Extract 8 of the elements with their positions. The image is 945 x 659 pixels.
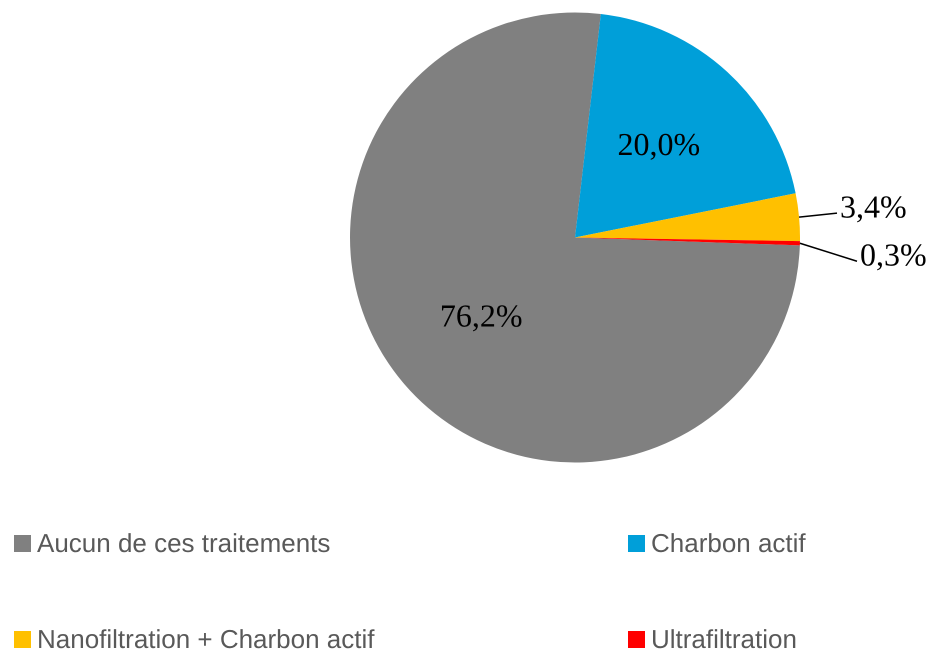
data-label: 20,0%	[617, 126, 700, 162]
legend-label: Charbon actif	[651, 528, 806, 559]
legend-label: Ultrafiltration	[651, 624, 797, 655]
legend-label: Nanofiltration + Charbon actif	[37, 624, 374, 655]
legend-label: Aucun de ces traitements	[37, 528, 330, 559]
data-label: 76,2%	[440, 298, 523, 334]
data-label: 0,3%	[860, 236, 927, 273]
data-label: 3,4%	[840, 188, 907, 224]
